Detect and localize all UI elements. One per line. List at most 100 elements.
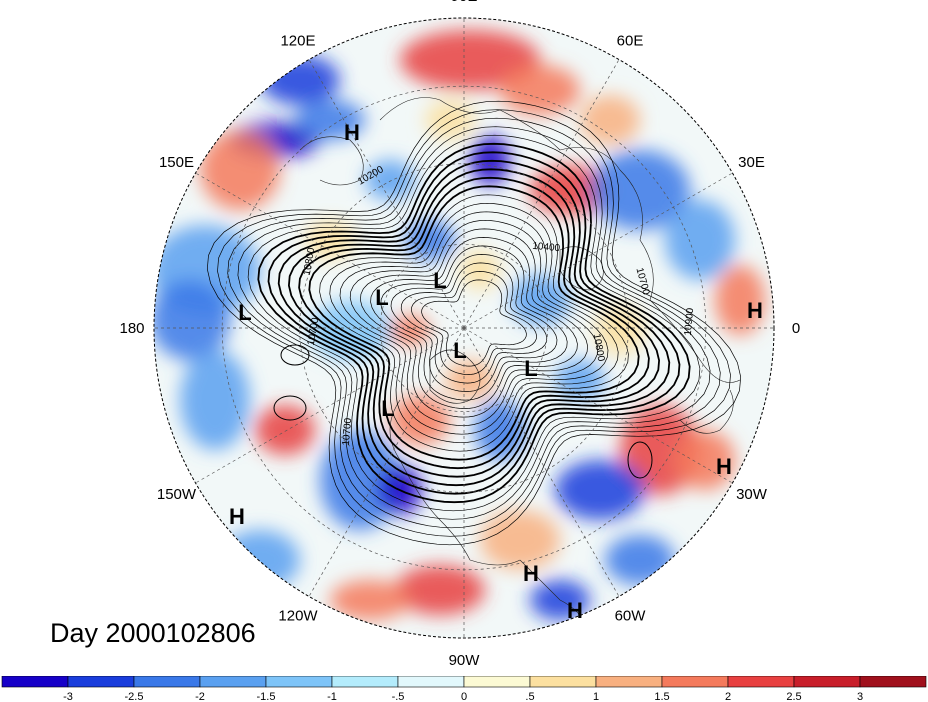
- colorbar-box: [67, 676, 135, 688]
- low-pressure-marker: L: [453, 338, 466, 363]
- colorbar-labels: -3 -2.5 -2 -1.5 -1 -.5 0 .5 1 1.5 2 2.5 3: [63, 691, 863, 702]
- lon-label-120e: 120E: [280, 32, 315, 49]
- anomaly-blob: [180, 350, 250, 450]
- height-contour: [329, 202, 619, 444]
- graticule: [154, 18, 774, 638]
- height-contour: [273, 395, 307, 421]
- high-pressure-marker: H: [716, 454, 732, 479]
- colorbar-box: [727, 676, 795, 688]
- height-contour: [380, 245, 568, 401]
- height-contour: [390, 254, 558, 392]
- anomaly-blob: [480, 510, 560, 570]
- anomaly-blob: [220, 530, 300, 590]
- colorbar-label: 3: [857, 691, 863, 702]
- anomaly-blob: [260, 55, 340, 105]
- anomaly-blob: [200, 130, 280, 210]
- height-contour: [227, 117, 721, 529]
- anomaly-blob: [665, 200, 735, 280]
- low-pressure-marker: L: [375, 285, 388, 310]
- contour-label: 10800: [591, 333, 607, 363]
- contour-label: 10800: [302, 246, 318, 276]
- low-pressure-marker: L: [381, 396, 394, 421]
- lon-label-60e: 60E: [617, 32, 644, 49]
- colorbar-label: -3: [63, 691, 73, 702]
- height-contour: [421, 279, 527, 367]
- height-contour: [349, 219, 599, 427]
- anomaly-blob: [500, 65, 580, 115]
- colorbar-label: -.5: [392, 691, 405, 702]
- anomaly-blob: [295, 100, 365, 140]
- high-pressure-marker: H: [567, 598, 583, 623]
- anomaly-blob: [555, 460, 645, 520]
- height-contour: [217, 109, 731, 537]
- anomaly-blob: [675, 430, 735, 490]
- colorbar-label: 1.5: [654, 691, 669, 702]
- colorbar: -3 -2.5 -2 -1.5 -1 -.5 0 .5 1 1.5 2 2.5 3: [1, 676, 927, 702]
- anomaly-blob: [255, 405, 315, 455]
- high-pressure-marker: H: [229, 504, 245, 529]
- anomaly-blob: [330, 580, 410, 620]
- longitude-labels: 90E 60E 30E 0 30W 60W 90W 120W 150W 180 150E 120E: [119, 0, 800, 669]
- height-contour: [206, 100, 742, 546]
- height-contour: [411, 271, 537, 375]
- coastline-path: [429, 349, 481, 404]
- colorbar-label: 1: [593, 691, 599, 702]
- colorbar-box: [397, 676, 465, 688]
- contour-label: 10700: [341, 417, 354, 446]
- polar-stereographic-map: 90E 60E 30E 0 30W 60W 90W 120W 150W 180 150E 120E H…: [119, 0, 800, 669]
- colorbar-box: [331, 676, 399, 688]
- colorbar-box: [859, 676, 927, 688]
- height-contour: [287, 168, 661, 478]
- anomaly-blob: [530, 165, 610, 215]
- lon-label-180: 180: [119, 320, 144, 337]
- anomaly-blob: [365, 160, 415, 200]
- coastline-path: [679, 389, 734, 434]
- colorbar-boxes: [1, 676, 927, 688]
- height-contour: [280, 344, 310, 366]
- anomaly-blob: [605, 535, 675, 585]
- colorbar-label: 2.5: [786, 691, 801, 702]
- colorbar-box: [529, 676, 597, 688]
- colorbar-label: 2: [725, 691, 731, 702]
- colorbar-box: [1, 676, 69, 688]
- lon-label-90w: 90W: [449, 652, 481, 669]
- height-contour: [339, 211, 609, 435]
- day-title: Day 2000102806: [50, 618, 256, 648]
- height-contour: [360, 228, 588, 418]
- lon-label-150e: 150E: [159, 154, 194, 171]
- height-contour: [267, 151, 681, 495]
- lon-label-30e: 30E: [738, 154, 765, 171]
- colorbar-label: -2.5: [125, 691, 144, 702]
- low-pressure-marker: L: [433, 268, 446, 293]
- height-contour: [308, 185, 640, 461]
- height-contour: [627, 441, 653, 479]
- lon-label-30w: 30W: [736, 486, 768, 503]
- low-pressure-marker: L: [238, 300, 251, 325]
- lon-label-150w: 150W: [157, 486, 197, 503]
- coastline-path: [619, 169, 741, 383]
- pressure-center-markers: H H H H H H L L L L L L: [229, 120, 763, 623]
- contour-label: 10400: [532, 241, 561, 254]
- anomaly-blob: [154, 280, 230, 360]
- height-contour: [319, 194, 629, 452]
- high-pressure-marker: H: [523, 561, 539, 586]
- colorbar-box: [661, 676, 729, 688]
- colorbar-box: [463, 676, 531, 688]
- height-contours: [206, 100, 742, 546]
- lon-label-90e: 90E: [451, 0, 478, 5]
- anomaly-blob: [395, 565, 485, 615]
- colorbar-label: 0: [461, 691, 467, 702]
- high-pressure-marker: H: [747, 298, 763, 323]
- lon-label-0: 0: [792, 320, 800, 337]
- map-border: [153, 17, 775, 639]
- high-pressure-marker: H: [344, 120, 360, 145]
- anomaly-blob: [555, 360, 605, 400]
- anomaly-blob: [400, 30, 540, 90]
- anomaly-blob: [580, 95, 640, 145]
- colorbar-label: .5: [525, 691, 534, 702]
- anomaly-blob: [460, 250, 500, 290]
- contour-label: 10700: [306, 316, 322, 346]
- height-contour: [247, 134, 701, 512]
- height-contour: [370, 237, 578, 409]
- lon-label-60w: 60W: [615, 608, 647, 625]
